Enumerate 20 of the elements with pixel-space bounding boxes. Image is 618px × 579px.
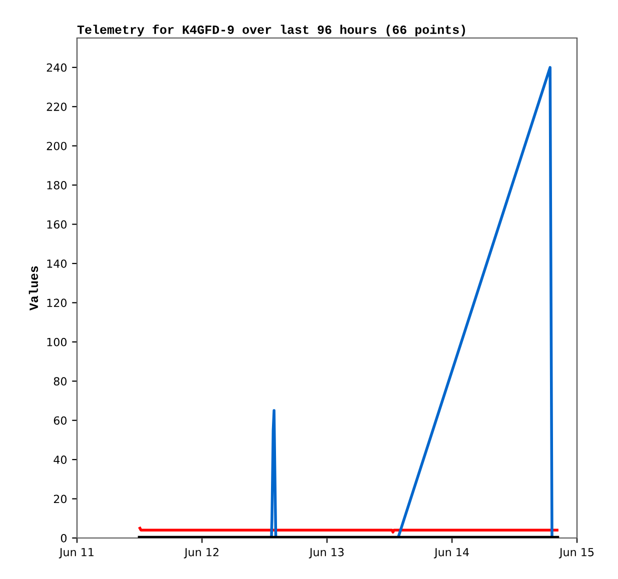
chart-title: Telemetry for K4GFD-9 over last 96 hours (66 points): [77, 24, 465, 36]
y-tick-label: 20: [54, 494, 67, 504]
y-tick-label: 40: [54, 456, 67, 464]
y-tick-label: 60: [54, 416, 67, 425]
y-tick-label: 200: [46, 142, 67, 150]
y-tick-label: 0: [60, 534, 67, 542]
y-tick-label: 140: [47, 259, 67, 268]
y-tick-label: 180: [47, 181, 67, 190]
x-tick-label: Jun 14: [434, 548, 469, 558]
y-tick-label: 240: [46, 63, 67, 72]
y-tick-label: 220: [46, 102, 67, 112]
y-tick-label: 160: [47, 220, 67, 229]
y-tick-label: 100: [47, 338, 67, 346]
y-tick-label: 120: [47, 298, 67, 308]
y-tick-label: 80: [54, 377, 67, 386]
x-tick-label: Jun 15: [558, 548, 594, 558]
y-axis-title: Values: [28, 266, 38, 310]
x-tick-label: Jun 11: [58, 548, 94, 558]
x-tick-label: Jun 12: [184, 548, 218, 558]
x-tick-label: Jun 13: [308, 548, 344, 558]
